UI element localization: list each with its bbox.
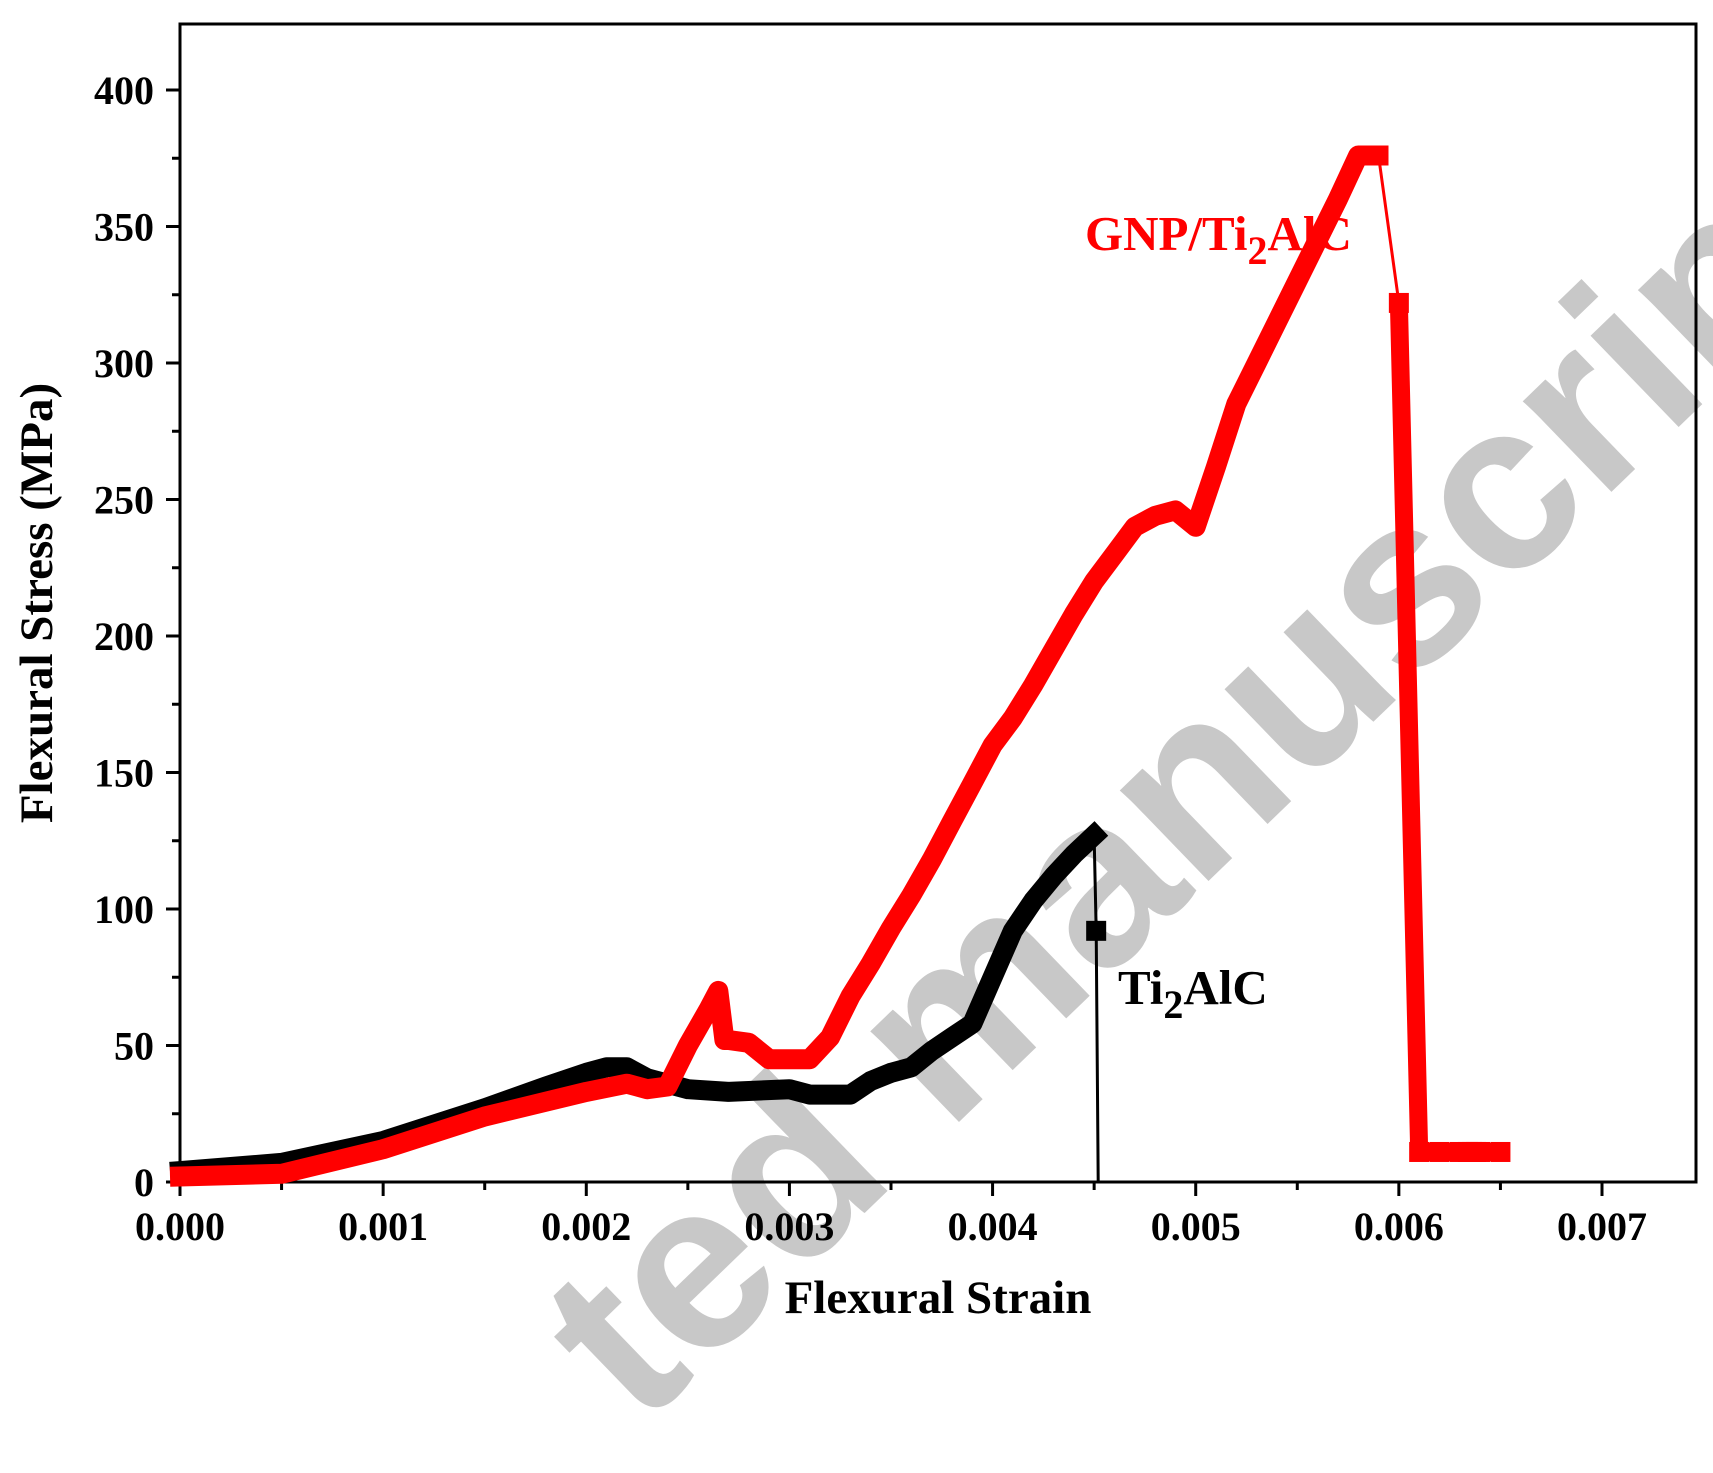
y-tick-label: 250 <box>94 478 154 523</box>
series-label-ti2alc: Ti2AlC <box>1118 960 1268 1027</box>
y-axis-title: Flexural Stress (MPa) <box>11 383 63 823</box>
x-tick-label: 0.007 <box>1557 1204 1647 1249</box>
x-tick-label: 0.000 <box>135 1204 225 1249</box>
y-tick-label: 300 <box>94 341 154 386</box>
series-marker <box>1490 1141 1511 1162</box>
y-tick-label: 400 <box>94 68 154 113</box>
x-tick-label: 0.004 <box>948 1204 1038 1249</box>
marker-layer <box>1086 292 1511 1162</box>
x-tick-label: 0.005 <box>1151 1204 1241 1249</box>
y-tick-label: 200 <box>94 614 154 659</box>
axis-ticks <box>166 88 1604 1196</box>
series-marker <box>1429 1141 1450 1162</box>
y-tick-label: 350 <box>94 205 154 250</box>
x-tick-label: 0.002 <box>541 1204 631 1249</box>
series-band <box>169 145 1389 1187</box>
y-tick-label: 100 <box>94 887 154 932</box>
series-marker <box>1086 920 1107 941</box>
y-tick-label: 0 <box>134 1160 154 1205</box>
series-marker <box>1388 292 1409 313</box>
series-band <box>169 821 1109 1182</box>
series-marker <box>1470 1141 1491 1162</box>
x-tick-label: 0.001 <box>338 1204 428 1249</box>
axis-tick-labels: 0.000 0.001 0.002 0.003 0.004 0.005 0.006 0.007… <box>94 68 1647 1249</box>
series-marker <box>1409 1141 1430 1162</box>
plot-frame <box>178 22 1698 1184</box>
y-tick-label: 50 <box>114 1024 154 1069</box>
x-tick-label: 0.006 <box>1354 1204 1444 1249</box>
watermark-text: ted manuscript <box>489 79 1713 1467</box>
series-label-gnp-ti2alc: GNP/Ti2AlC <box>1085 206 1352 273</box>
x-tick-label: 0.003 <box>744 1204 834 1249</box>
x-axis-title: Flexural Strain <box>785 1272 1092 1324</box>
y-tick-label: 150 <box>94 751 154 796</box>
